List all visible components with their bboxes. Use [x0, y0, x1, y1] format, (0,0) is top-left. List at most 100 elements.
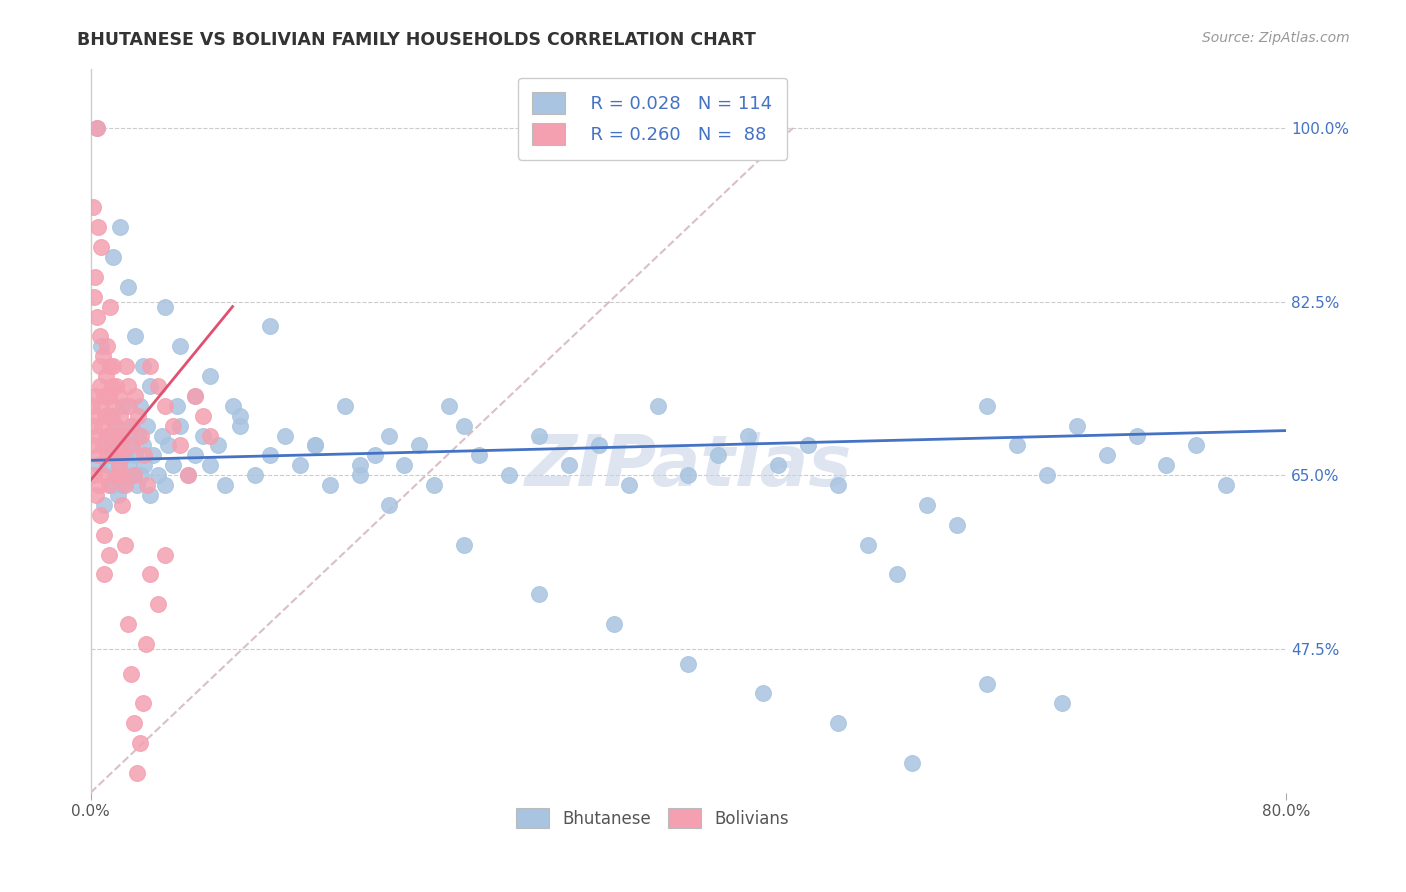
Point — [117, 379, 139, 393]
Point — [86, 310, 108, 324]
Point — [229, 418, 252, 433]
Point — [155, 548, 177, 562]
Point — [86, 121, 108, 136]
Point — [198, 369, 221, 384]
Point — [117, 617, 139, 632]
Point — [101, 359, 124, 373]
Point — [91, 438, 114, 452]
Point — [94, 369, 117, 384]
Point — [103, 428, 125, 442]
Point — [707, 449, 730, 463]
Point — [101, 449, 124, 463]
Point — [886, 567, 908, 582]
Point — [394, 458, 416, 473]
Point — [132, 438, 155, 452]
Point — [363, 449, 385, 463]
Point — [1156, 458, 1178, 473]
Point — [122, 468, 145, 483]
Point — [90, 418, 112, 433]
Point — [87, 449, 110, 463]
Point — [333, 399, 356, 413]
Point — [124, 389, 146, 403]
Point — [84, 488, 107, 502]
Point — [89, 329, 111, 343]
Point — [408, 438, 430, 452]
Point — [94, 428, 117, 442]
Point — [132, 359, 155, 373]
Point — [139, 359, 162, 373]
Point — [139, 567, 162, 582]
Point — [243, 468, 266, 483]
Point — [108, 389, 131, 403]
Point — [976, 676, 998, 690]
Point — [131, 428, 153, 442]
Point — [118, 399, 141, 413]
Point — [221, 399, 243, 413]
Point — [136, 418, 159, 433]
Point — [162, 458, 184, 473]
Point — [1185, 438, 1208, 452]
Point — [468, 449, 491, 463]
Point — [155, 478, 177, 492]
Point — [111, 478, 134, 492]
Point — [94, 409, 117, 423]
Point — [162, 418, 184, 433]
Point — [86, 121, 108, 136]
Point — [112, 449, 135, 463]
Point — [100, 478, 122, 492]
Point — [98, 409, 121, 423]
Point — [797, 438, 820, 452]
Point — [602, 617, 624, 632]
Point — [84, 269, 107, 284]
Point — [439, 399, 461, 413]
Point — [101, 399, 124, 413]
Point — [127, 409, 149, 423]
Point — [89, 379, 111, 393]
Point — [96, 458, 118, 473]
Point — [558, 458, 581, 473]
Point — [146, 597, 169, 611]
Point — [110, 438, 132, 452]
Point — [93, 567, 115, 582]
Point — [527, 428, 550, 442]
Point — [1036, 468, 1059, 483]
Point — [1095, 449, 1118, 463]
Point — [97, 428, 120, 442]
Point — [304, 438, 326, 452]
Point — [115, 449, 138, 463]
Point — [93, 498, 115, 512]
Point — [97, 478, 120, 492]
Point — [976, 399, 998, 413]
Text: Source: ZipAtlas.com: Source: ZipAtlas.com — [1202, 31, 1350, 45]
Point — [827, 478, 849, 492]
Point — [120, 666, 142, 681]
Point — [111, 428, 134, 442]
Point — [318, 478, 340, 492]
Point — [259, 319, 281, 334]
Point — [157, 438, 180, 452]
Point — [125, 478, 148, 492]
Point — [146, 468, 169, 483]
Point — [259, 449, 281, 463]
Point — [125, 765, 148, 780]
Point — [132, 697, 155, 711]
Point — [737, 428, 759, 442]
Point — [349, 458, 371, 473]
Point — [191, 428, 214, 442]
Point — [103, 468, 125, 483]
Point — [1125, 428, 1147, 442]
Point — [117, 428, 139, 442]
Point — [288, 458, 311, 473]
Point — [87, 458, 110, 473]
Point — [97, 389, 120, 403]
Point — [129, 736, 152, 750]
Point — [617, 478, 640, 492]
Point — [1050, 697, 1073, 711]
Point — [1005, 438, 1028, 452]
Point — [115, 359, 138, 373]
Point — [90, 399, 112, 413]
Point — [214, 478, 236, 492]
Point — [766, 458, 789, 473]
Point — [146, 379, 169, 393]
Point — [150, 428, 173, 442]
